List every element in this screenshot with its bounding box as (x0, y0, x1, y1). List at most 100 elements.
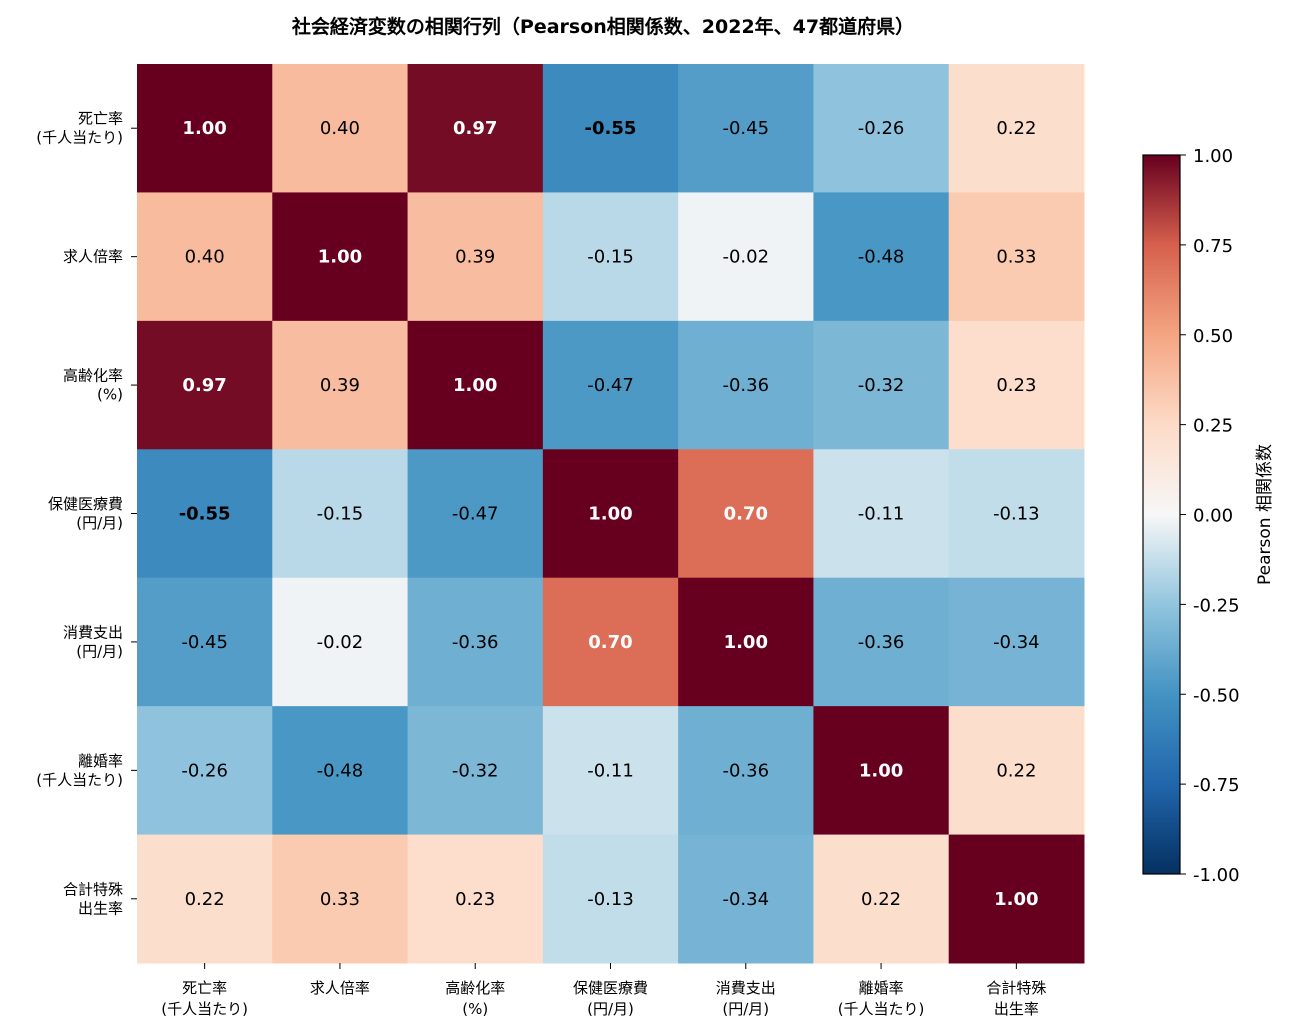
cell-value-label: -0.13 (993, 504, 1040, 525)
cell-value-label: -0.13 (587, 889, 634, 910)
heatmap-cell (272, 706, 409, 836)
heatmap-cell (813, 577, 950, 707)
cell-value-label: 0.70 (588, 632, 632, 653)
heatmap-cell (137, 320, 273, 450)
heatmap-cell (948, 192, 1085, 322)
cell-value-label: -0.48 (317, 760, 364, 781)
cell-value-label: -0.11 (587, 760, 634, 781)
heatmap-cell (272, 449, 409, 579)
heatmap-cell (678, 64, 814, 193)
heatmap-cell (813, 64, 950, 193)
heatmap-cell (678, 449, 814, 579)
cell-value-label: 0.22 (185, 889, 225, 910)
colorbar-ticks: 1.00 0.75 0.50 0.25 0.00 -0.25 -0.50 -0.75 -1.00 (1180, 146, 1240, 886)
heatmap-cell (137, 706, 273, 836)
heatmap-cell (272, 577, 409, 707)
heatmap-cell (948, 449, 1085, 579)
cell-value-label: 0.23 (996, 375, 1036, 396)
cell-value-label: -0.26 (858, 118, 905, 139)
y-tick-label: (千人当たり) (36, 771, 123, 789)
y-tick-label: (円/月) (76, 514, 123, 532)
cell-value-label: 1.00 (182, 118, 226, 139)
heatmap-cell (948, 706, 1085, 836)
x-tick-label: (千人当たり) (161, 1000, 248, 1018)
y-tick-label: 出生率 (78, 899, 123, 917)
cell-value-label: -0.34 (722, 889, 769, 910)
heatmap-cell (407, 706, 544, 836)
cell-value-label: -0.47 (452, 504, 499, 525)
cell-value-label: -0.36 (722, 375, 769, 396)
cell-value-label: -0.55 (179, 504, 231, 525)
x-tick-label: 高齢化率 (445, 979, 505, 997)
cell-value-label: 0.97 (453, 118, 497, 139)
colorbar: 1.00 0.75 0.50 0.25 0.00 -0.25 -0.50 -0.75 -1.00… (1142, 146, 1275, 886)
cell-value-label: -0.15 (587, 247, 634, 268)
cell-value-label: 1.00 (724, 632, 768, 653)
colorbar-tick-label: -1.00 (1193, 865, 1240, 886)
heatmap-cell (813, 449, 950, 579)
cell-value-label: -0.45 (722, 118, 769, 139)
cell-value-label: 1.00 (318, 247, 362, 268)
heatmap-cell (137, 192, 273, 322)
cell-value-label: 0.33 (996, 247, 1036, 268)
cell-value-label: 0.22 (996, 760, 1036, 781)
y-tick-label: (円/月) (76, 642, 123, 660)
y-tick-label: 求人倍率 (63, 248, 123, 266)
cell-value-label: 0.22 (996, 118, 1036, 139)
x-tick-label: (%) (462, 1000, 488, 1018)
cell-value-label: -0.32 (452, 760, 499, 781)
colorbar-tick-label: 0.75 (1193, 236, 1233, 257)
x-tick-label: 消費支出 (716, 979, 776, 997)
heatmap-cell (272, 834, 409, 964)
x-tick-label: (円/月) (722, 1000, 769, 1018)
cell-value-label: -0.32 (858, 375, 905, 396)
y-tick-label: 消費支出 (63, 623, 123, 641)
heatmap-cell (813, 834, 950, 964)
cell-value-label: -0.36 (858, 632, 905, 653)
colorbar-tick-label: 0.25 (1193, 416, 1233, 437)
heatmap-cell (678, 192, 814, 322)
heatmap-cell (137, 577, 273, 707)
y-tick-label: 合計特殊 (63, 880, 123, 898)
cell-value-label: -0.36 (452, 632, 499, 653)
cell-value-label: 0.23 (455, 889, 495, 910)
heatmap-cell (272, 320, 409, 450)
cell-value-label: -0.02 (317, 632, 364, 653)
cell-value-label: -0.34 (993, 632, 1040, 653)
heatmap-cell (542, 834, 679, 964)
heatmap-cell (948, 577, 1085, 707)
colorbar-gradient (1142, 154, 1181, 875)
y-tick-label: (千人当たり) (36, 129, 123, 147)
cell-value-label: -0.02 (722, 247, 769, 268)
heatmap-cell (137, 64, 273, 193)
colorbar-label: Pearson 相関係数 (1255, 444, 1275, 585)
cell-value-label: -0.26 (181, 760, 228, 781)
heatmap-cell (542, 64, 679, 193)
heatmap-cell (542, 706, 679, 836)
cell-value-label: -0.47 (587, 375, 634, 396)
heatmap-cell (948, 320, 1085, 450)
cell-value-label: -0.36 (722, 760, 769, 781)
cell-value-label: -0.11 (858, 504, 905, 525)
colorbar-tick-label: -0.75 (1193, 775, 1240, 796)
y-tick-label: 高齢化率 (63, 367, 123, 385)
heatmap-cell (407, 64, 544, 193)
cell-value-label: 0.97 (182, 375, 226, 396)
cell-value-label: 1.00 (588, 504, 632, 525)
colorbar-tick-label: -0.50 (1193, 685, 1240, 706)
cell-value-label: 0.40 (320, 118, 360, 139)
heatmap-cell (813, 192, 950, 322)
colorbar-tick-label: 1.00 (1193, 146, 1233, 167)
heatmap-cell (407, 449, 544, 579)
x-tick-label: 離婚率 (859, 979, 904, 997)
heatmap-cell (813, 320, 950, 450)
colorbar-tick-label: -0.25 (1193, 595, 1240, 616)
y-tick-label: (%) (97, 386, 123, 404)
cell-value-label: -0.55 (585, 118, 637, 139)
heatmap-cell (137, 834, 273, 964)
cell-value-label: 0.40 (185, 247, 225, 268)
heatmap-cell (407, 834, 544, 964)
heatmap-cell (407, 192, 544, 322)
heatmap-cell (542, 192, 679, 322)
